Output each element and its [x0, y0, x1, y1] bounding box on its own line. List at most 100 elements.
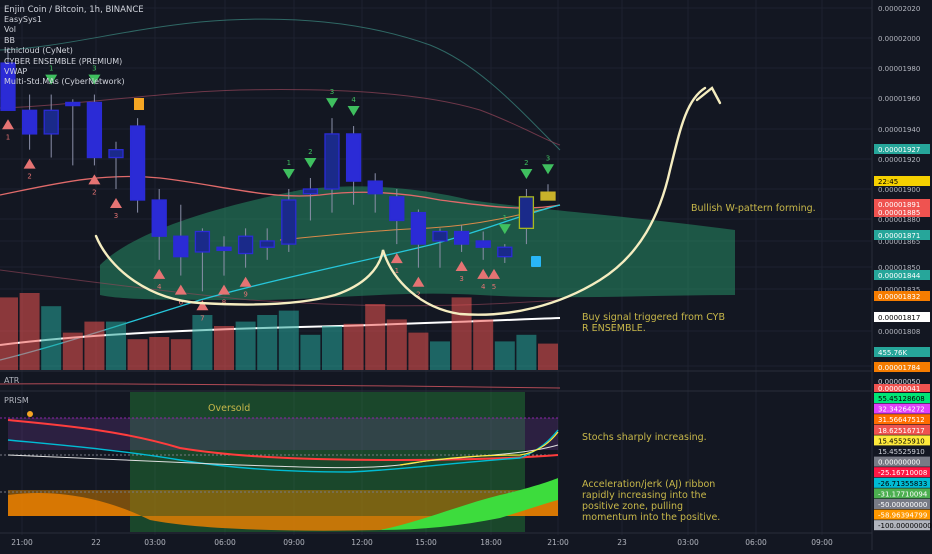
price-badge: [874, 230, 930, 240]
candle: [259, 240, 275, 248]
buy-signal-triangle: [23, 158, 36, 169]
candle: [432, 230, 448, 242]
buy-signal-triangle: [477, 268, 490, 279]
annotation-stochs: Stochs sharply increasing.: [582, 432, 707, 443]
prism-badge-label: -50.00000000: [878, 501, 927, 509]
atr-badge: [874, 384, 930, 392]
candle: [345, 133, 362, 182]
candle: [389, 196, 405, 222]
price-badge: [874, 347, 930, 357]
indicator-legend-item[interactable]: EasySys1: [4, 15, 42, 24]
prism-badge: [874, 499, 930, 509]
prism-badge-label: 0.00000000: [878, 459, 920, 467]
time-tick-label: 09:00: [811, 538, 833, 547]
volume-bar: [62, 332, 83, 370]
prism-badge: [874, 393, 930, 403]
buy-signal-label: 2: [92, 188, 96, 196]
buy-signal-triangle: [488, 268, 500, 279]
signal-box-marker: [134, 98, 144, 110]
time-tick-label: 12:00: [351, 538, 373, 547]
aj-ribbon-orange: [8, 480, 558, 531]
volume-bar: [235, 321, 256, 370]
sell-signal-triangle: [45, 74, 58, 85]
annotation-aj-ribbon: Acceleration/jerk (AJ) ribbon rapidly inc…: [582, 479, 720, 523]
volume-bar: [278, 310, 299, 370]
volume-bar: [365, 304, 386, 370]
price-badge-label: 0.00001885: [878, 209, 920, 217]
price-tick-label: 0.00001808: [878, 328, 920, 336]
atr-line: [0, 383, 561, 389]
price-badge-label: 0.00001832: [878, 293, 920, 301]
indicator-legend-item[interactable]: VWAP: [4, 67, 28, 76]
time-tick-label: 18:00: [480, 538, 502, 547]
prism-badge-label: 31.56647512: [878, 416, 925, 424]
candle: [324, 133, 340, 190]
volume-bar: [473, 319, 494, 370]
buy-signal-label: 7: [200, 314, 204, 322]
bollinger-upper: [0, 18, 561, 151]
price-badge-label: 0.00001817: [878, 314, 920, 322]
prism-badge: [874, 414, 930, 425]
indicator-legend-item[interactable]: Vol: [4, 25, 16, 35]
price-tick-label: 0.00001835: [878, 286, 920, 294]
volume-bar: [214, 326, 234, 370]
buy-signal-label: 1: [395, 267, 399, 275]
volume-bar: [343, 323, 364, 370]
price-tick-label: 0.00002000: [878, 35, 920, 43]
price-tick-label: 0.00001960: [878, 95, 920, 103]
prism-badge: [874, 424, 930, 435]
sell-signal-triangle: [520, 169, 533, 179]
stoch-red-line: [7, 419, 559, 462]
price-tick-label: 0.00001865: [878, 238, 920, 246]
time-tick-label: 15:00: [415, 538, 437, 547]
buy-signal-label: 4: [481, 283, 486, 291]
prism-badge-label: 15.45525910: [878, 448, 925, 456]
candle: [65, 101, 81, 107]
prism-badge: [874, 403, 930, 414]
indicator-legend-item[interactable]: CYBER ENSEMBLE (PREMIUM): [4, 56, 123, 66]
candle: [518, 196, 535, 229]
indicator-legend-item[interactable]: Ichicloud (CyNet): [4, 46, 73, 56]
stoch-yellow-line: [399, 431, 559, 466]
price-badge-label: 0.00001891: [878, 201, 920, 209]
price-badge: [874, 207, 930, 217]
prism-badge: [874, 488, 930, 499]
annotation-bullish-w: Bullish W-pattern forming.: [691, 203, 816, 214]
buy-signal-triangle: [88, 174, 101, 185]
buy-signal-triangle: [110, 198, 122, 208]
buy-signal-triangle: [412, 276, 425, 287]
volume-bar: [170, 339, 191, 370]
bollinger-upper-2: [0, 89, 561, 146]
buy-signal-label: 3: [114, 212, 118, 220]
time-tick-label: 06:00: [214, 538, 236, 547]
sell-signal-triangle: [88, 74, 101, 85]
price-badge-label: 0.00001871: [878, 232, 920, 240]
indicator-legend-item[interactable]: BB: [4, 35, 15, 45]
time-tick-label: 22: [91, 538, 101, 547]
buy-signal-triangle: [153, 268, 166, 279]
prism-badge-label: -100.00000000: [878, 522, 932, 530]
volume-bar: [494, 341, 515, 370]
atr-title: ATR: [4, 376, 20, 385]
indicator-legend-item[interactable]: Multi-Std.MAs (CyberNetwork): [4, 77, 125, 87]
bollinger-lower: [0, 269, 561, 307]
price-badge: [874, 270, 930, 280]
prism-panel: Oversold: [0, 392, 560, 532]
price-badge-label: 0.00001784: [878, 364, 921, 372]
time-tick-label: 09:00: [283, 538, 305, 547]
atr-badge: [874, 377, 930, 385]
prism-badge: [874, 509, 930, 520]
candle: [453, 230, 470, 245]
time-tick-label: 21:00: [547, 538, 569, 547]
candle: [0, 62, 16, 111]
price-badge: [874, 362, 930, 372]
prism-badge: [874, 477, 930, 488]
prism-badge-label: 15.45525910: [878, 437, 925, 445]
stoch-cyan-line: [7, 429, 559, 473]
prism-badge-label: 18.62516717: [878, 427, 925, 435]
sell-signal-label: 1: [503, 214, 507, 222]
w-pattern-drawing: [94, 86, 707, 316]
volume-bar: [516, 334, 537, 370]
